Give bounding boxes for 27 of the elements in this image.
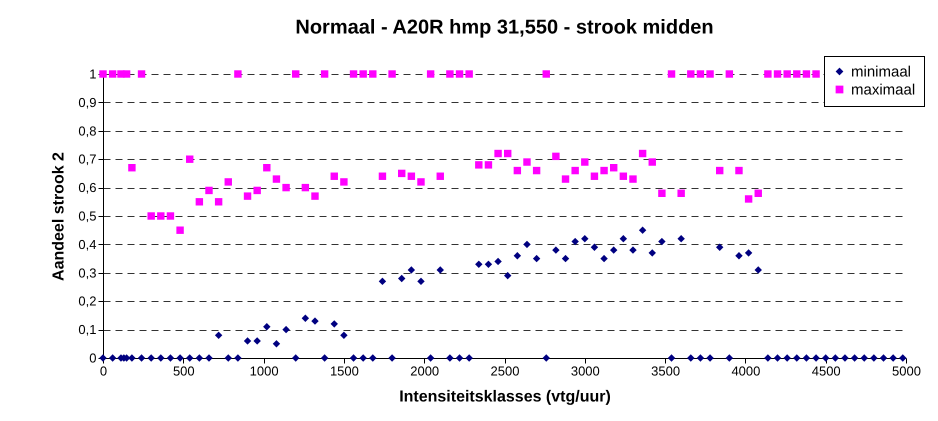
x-tick-label: 5000 [892, 364, 921, 378]
x-tick-label: 500 [172, 364, 195, 378]
y-tick-label: 0,4 [78, 236, 96, 252]
y-tick-label: 1 [89, 66, 96, 82]
y-tick-label: 0,2 [78, 294, 96, 309]
x-tick-label: 3000 [570, 364, 600, 378]
chart-title: Normaal - A20R hmp 31,550 - strook midden [295, 16, 714, 38]
y-tick-label: 0 [89, 350, 96, 366]
y-tick-label: 0,9 [78, 94, 96, 110]
x-tick-label: 1500 [330, 364, 359, 378]
x-tick-label: 0 [100, 364, 108, 378]
y-tick-label: 0,5 [78, 208, 96, 224]
x-tick-label: 1000 [250, 364, 279, 378]
y-tick-label: 0,1 [78, 322, 96, 338]
legend-label: maximaal [851, 82, 916, 98]
x-tick-label: 4500 [812, 364, 841, 378]
x-tick-label: 4000 [731, 364, 760, 378]
x-tick-label: 3500 [651, 364, 680, 378]
y-axis-title: Aandeel strook 2 [50, 152, 68, 281]
y-tick-label: 0,7 [78, 152, 96, 167]
x-tick-label: 2500 [490, 364, 520, 378]
x-tick-label: 2000 [410, 364, 440, 378]
y-tick-label: 0,6 [78, 180, 96, 196]
y-tick-label: 0,8 [78, 123, 96, 138]
legend-label: minimaal [851, 64, 912, 80]
y-tick-label: 0,3 [78, 265, 96, 280]
x-axis-title: Intensiteitsklasses (vtg/uur) [399, 388, 611, 406]
